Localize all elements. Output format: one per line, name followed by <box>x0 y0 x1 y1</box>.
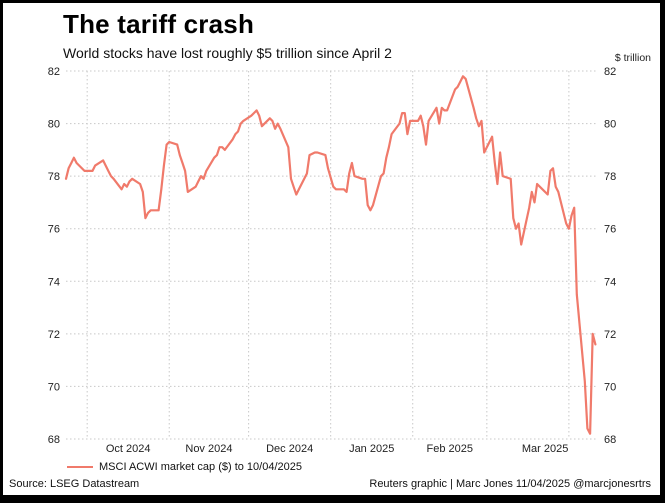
unit-label: $ trillion <box>614 52 651 64</box>
y-tick-label-right: 70 <box>604 381 616 393</box>
x-tick-label: Mar 2025 <box>522 443 568 455</box>
y-tick-label-left: 82 <box>48 66 60 78</box>
legend-label: MSCI ACWI market cap ($) to 10/04/2025 <box>99 461 302 473</box>
y-tick-label-left: 78 <box>48 171 60 183</box>
y-tick-label-left: 74 <box>48 276 60 288</box>
x-axis-ticks: Oct 2024 Nov 2024 Dec 2024 Jan 2025 Feb 2025… <box>106 443 568 455</box>
y-tick-label-right: 78 <box>604 171 616 183</box>
y-tick-label-right: 82 <box>604 66 616 78</box>
x-tick-label: Oct 2024 <box>106 443 151 455</box>
y-tick-label-right: 76 <box>604 224 616 236</box>
x-tick-label: Dec 2024 <box>266 443 313 455</box>
chart-subtitle: World stocks have lost roughly $5 trilli… <box>63 45 392 61</box>
x-tick-label: Jan 2025 <box>349 443 394 455</box>
y-tick-label-left: 72 <box>48 329 60 341</box>
y-tick-label-left: 76 <box>48 224 60 236</box>
y-tick-label-right: 72 <box>604 329 616 341</box>
y-tick-label-left: 80 <box>48 119 60 131</box>
y-tick-label-right: 68 <box>604 434 616 446</box>
gridlines <box>66 70 598 440</box>
series-line <box>64 75 597 435</box>
chart-card <box>3 3 660 495</box>
legend: MSCI ACWI market cap ($) to 10/04/2025 <box>67 461 302 473</box>
y-tick-label-left: 70 <box>48 381 60 393</box>
y-tick-label-left: 68 <box>48 434 60 446</box>
credit-note: Reuters graphic | Marc Jones 11/04/2025 … <box>369 478 651 490</box>
series-layer <box>64 75 597 435</box>
x-tick-label: Feb 2025 <box>427 443 473 455</box>
x-tick-label: Nov 2024 <box>185 443 232 455</box>
legend-swatch <box>67 466 93 468</box>
chart-title: The tariff crash <box>63 9 255 39</box>
y-tick-label-right: 80 <box>604 119 616 131</box>
source-note: Source: LSEG Datastream <box>9 478 140 490</box>
y-tick-label-right: 74 <box>604 276 616 288</box>
y-axis-ticks: 68 68 70 70 72 72 74 74 76 76 78 78 80 80 82 82 <box>48 66 617 446</box>
